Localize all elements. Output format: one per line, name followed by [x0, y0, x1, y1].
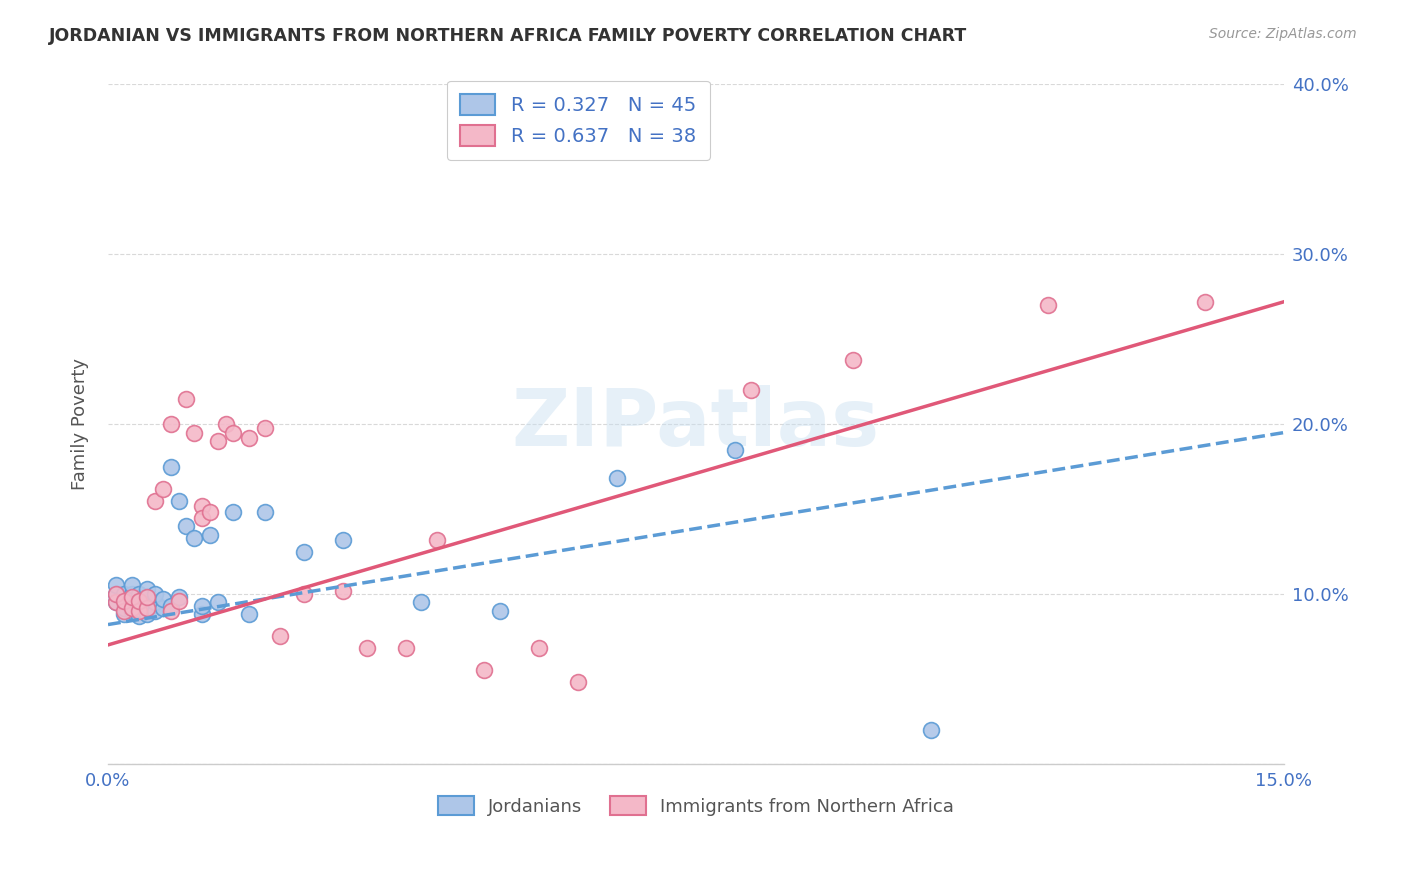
Point: [269, 629, 291, 643]
Text: JORDANIAN VS IMMIGRANTS FROM NORTHERN AFRICA FAMILY POVERTY CORRELATION CHART: JORDANIAN VS IMMIGRANTS FROM NORTHERN AF…: [49, 27, 967, 45]
Point: [411, 595, 433, 609]
Point: [198, 505, 221, 519]
Point: [104, 595, 127, 609]
Point: [395, 641, 418, 656]
Point: [159, 604, 181, 618]
Point: [920, 723, 942, 737]
Point: [292, 587, 315, 601]
Point: [527, 641, 550, 656]
Point: [128, 609, 150, 624]
Point: [128, 594, 150, 608]
Point: [152, 592, 174, 607]
Point: [121, 600, 143, 615]
Point: [104, 587, 127, 601]
Point: [191, 607, 214, 622]
Point: [121, 594, 143, 608]
Point: [841, 352, 863, 367]
Point: [176, 392, 198, 406]
Point: [332, 533, 354, 547]
Point: [112, 594, 135, 608]
Point: [238, 607, 260, 622]
Y-axis label: Family Poverty: Family Poverty: [72, 358, 89, 490]
Point: [214, 417, 236, 431]
Point: [112, 594, 135, 608]
Point: [332, 583, 354, 598]
Point: [207, 434, 229, 449]
Point: [191, 510, 214, 524]
Point: [176, 519, 198, 533]
Point: [253, 505, 276, 519]
Point: [159, 459, 181, 474]
Point: [426, 533, 449, 547]
Point: [1194, 294, 1216, 309]
Point: [191, 499, 214, 513]
Point: [143, 595, 166, 609]
Point: [222, 505, 245, 519]
Point: [128, 604, 150, 618]
Text: ZIPatlas: ZIPatlas: [512, 385, 880, 463]
Point: [159, 599, 181, 613]
Point: [104, 578, 127, 592]
Point: [253, 420, 276, 434]
Point: [198, 527, 221, 541]
Point: [104, 595, 127, 609]
Point: [121, 591, 143, 605]
Point: [136, 599, 159, 613]
Point: [167, 493, 190, 508]
Point: [191, 599, 214, 613]
Point: [121, 587, 143, 601]
Point: [136, 591, 159, 605]
Point: [112, 604, 135, 618]
Point: [143, 493, 166, 508]
Point: [207, 595, 229, 609]
Point: [121, 604, 143, 618]
Point: [121, 578, 143, 592]
Point: [143, 604, 166, 618]
Point: [356, 641, 378, 656]
Point: [1038, 298, 1060, 312]
Point: [112, 587, 135, 601]
Point: [292, 544, 315, 558]
Point: [567, 675, 589, 690]
Point: [143, 587, 166, 601]
Point: [104, 587, 127, 601]
Point: [136, 582, 159, 596]
Point: [112, 600, 135, 615]
Legend: Jordanians, Immigrants from Northern Africa: Jordanians, Immigrants from Northern Afr…: [430, 789, 962, 822]
Point: [128, 587, 150, 601]
Point: [128, 602, 150, 616]
Point: [136, 607, 159, 622]
Point: [724, 442, 747, 457]
Text: Source: ZipAtlas.com: Source: ZipAtlas.com: [1209, 27, 1357, 41]
Point: [183, 531, 205, 545]
Point: [136, 600, 159, 615]
Point: [167, 594, 190, 608]
Point: [238, 431, 260, 445]
Point: [136, 591, 159, 605]
Point: [183, 425, 205, 440]
Point: [121, 599, 143, 613]
Point: [472, 664, 495, 678]
Point: [606, 471, 628, 485]
Point: [112, 607, 135, 622]
Point: [740, 383, 762, 397]
Point: [159, 417, 181, 431]
Point: [489, 604, 512, 618]
Point: [222, 425, 245, 440]
Point: [128, 595, 150, 609]
Point: [167, 591, 190, 605]
Point: [152, 482, 174, 496]
Point: [152, 600, 174, 615]
